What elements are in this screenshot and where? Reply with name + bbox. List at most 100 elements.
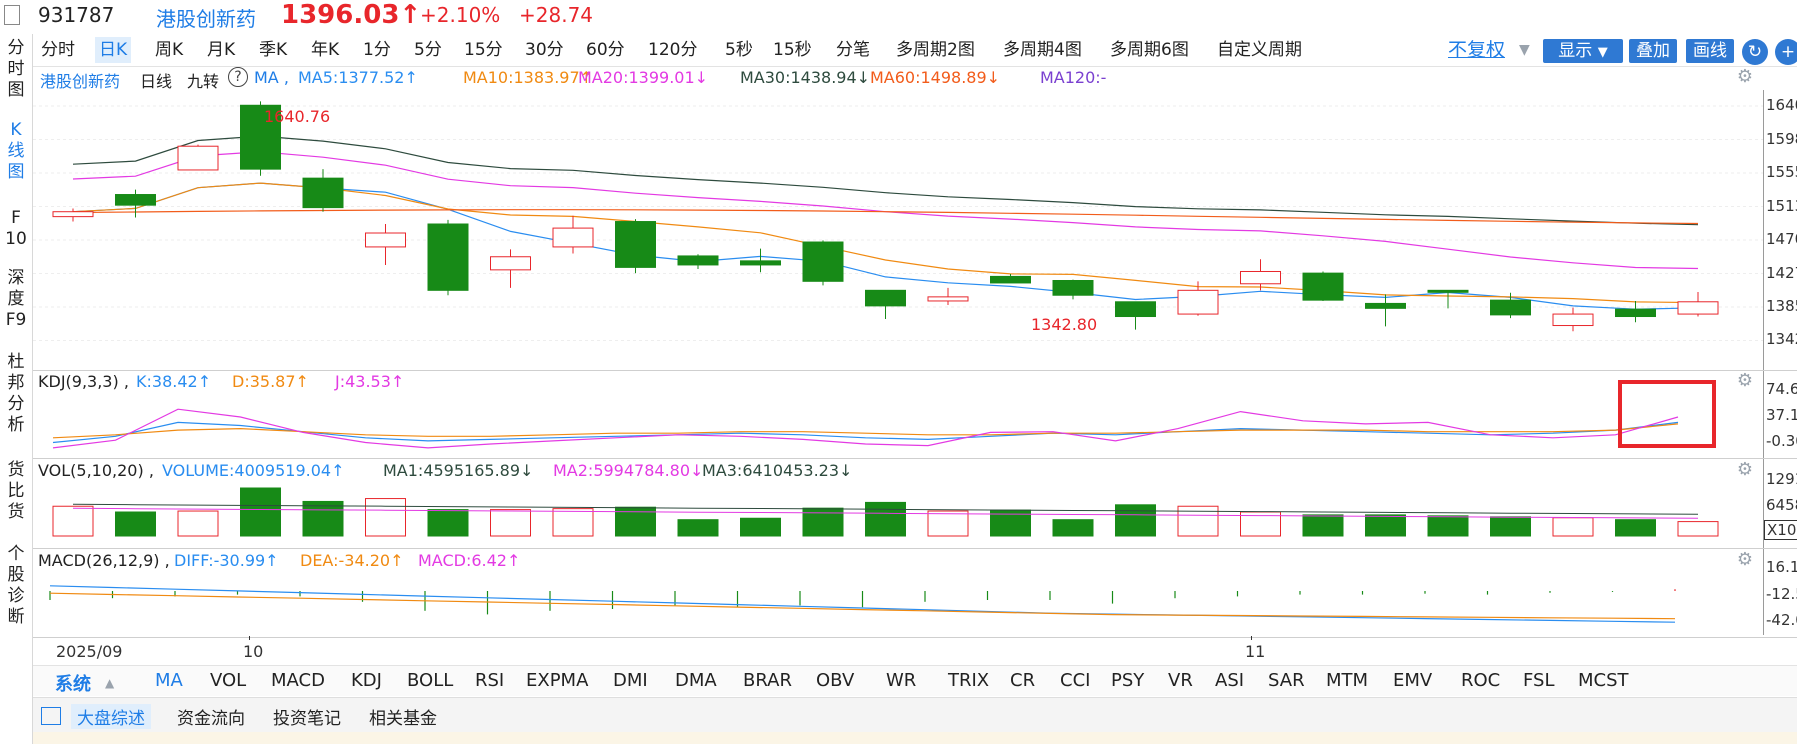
left-sidebar: 分 时 图 K 线 图 F 10 深 度 F9 杜 邦 分 析 货 比 货 个 … — [0, 34, 33, 744]
overlay-button[interactable]: 叠加 — [1629, 39, 1677, 63]
panel-toggle-icon[interactable] — [4, 5, 20, 25]
quote-header: 931787 港股创新药 1396.03↑ +2.10% +28.74 — [0, 0, 1797, 32]
date-axis: 2025/09 10 11 — [33, 636, 1763, 664]
indicator-sar[interactable]: SAR — [1268, 670, 1305, 691]
indicator-macd[interactable]: MACD — [271, 670, 325, 691]
tab-fund-flow[interactable]: 资金流向 — [177, 709, 245, 729]
tab-related-funds[interactable]: 相关基金 — [369, 709, 437, 729]
kdj-d: D:35.87↑ — [232, 372, 309, 391]
tab-weekly-k[interactable]: 周K — [155, 40, 184, 60]
candle-body — [1615, 308, 1656, 318]
sidebar-item-label: 杜 邦 分 析 — [7, 352, 25, 435]
volume-bar — [1052, 519, 1094, 537]
plus-icon[interactable]: + — [1775, 39, 1797, 65]
indicator-vr[interactable]: VR — [1168, 670, 1193, 691]
tab-multi-2[interactable]: 多周期2图 — [896, 40, 975, 60]
indicator-psy[interactable]: PSY — [1111, 670, 1145, 691]
sidebar-item-label: F 10 — [5, 208, 27, 249]
sidebar-item-f9[interactable]: 深 度 F9 — [0, 268, 32, 331]
sidebar-item-kline[interactable]: K 线 图 — [0, 120, 32, 183]
tab-5min[interactable]: 5分 — [414, 40, 442, 60]
indicator-obv[interactable]: OBV — [816, 670, 855, 691]
axis-tick: -0.30 — [1766, 432, 1797, 450]
volume-chart[interactable] — [33, 482, 1763, 538]
refresh-icon[interactable]: ↻ — [1742, 39, 1768, 65]
legend-ma[interactable]: MA , — [254, 68, 289, 87]
tab-investment-notes[interactable]: 投资笔记 — [273, 709, 341, 729]
help-icon[interactable]: ? — [228, 67, 248, 87]
indicator-dma[interactable]: DMA — [675, 670, 717, 691]
show-button[interactable]: 显示 ▼ — [1543, 39, 1623, 63]
kdj-name[interactable]: KDJ(9,3,3) , — [38, 372, 129, 391]
indicator-wr[interactable]: WR — [886, 670, 917, 691]
caret-up-icon[interactable]: ▲ — [105, 676, 115, 690]
tab-quarterly-k[interactable]: 季K — [259, 40, 288, 60]
axis-tick: 1342 — [1766, 330, 1797, 348]
show-button-label: 显示 — [1558, 41, 1593, 61]
tab-daily-k[interactable]: 日K — [95, 37, 132, 63]
volume-bar — [1490, 516, 1531, 537]
draw-line-button[interactable]: 画线 — [1686, 39, 1734, 63]
volume-bar — [1552, 517, 1594, 537]
tab-5sec[interactable]: 5秒 — [725, 40, 753, 60]
vol-name[interactable]: VOL(5,10,20) , — [38, 461, 154, 480]
ma5-line — [72, 182, 1699, 310]
tab-yearly-k[interactable]: 年K — [311, 40, 340, 60]
candle-body — [52, 211, 94, 218]
indicator-asi[interactable]: ASI — [1215, 670, 1245, 691]
candle-body — [177, 145, 219, 171]
chevron-down-icon[interactable]: ▼ — [1519, 42, 1530, 58]
indicator-vol[interactable]: VOL — [210, 670, 247, 691]
tab-15sec[interactable]: 15秒 — [773, 40, 812, 60]
tab-120min[interactable]: 120分 — [648, 40, 698, 60]
indicator-cr[interactable]: CR — [1010, 670, 1036, 691]
gear-icon[interactable]: ⚙ — [1736, 459, 1754, 480]
tab-30min[interactable]: 30分 — [525, 40, 564, 60]
macd-diff: DIFF:-30.99↑ — [174, 551, 279, 570]
tab-timeshare[interactable]: 分时 — [41, 40, 75, 60]
sidebar-item-f10[interactable]: F 10 — [0, 208, 32, 250]
tab-15min[interactable]: 15分 — [464, 40, 503, 60]
kdj-chart[interactable] — [33, 392, 1763, 457]
indicator-boll[interactable]: BOLL — [407, 670, 454, 691]
indicator-dmi[interactable]: DMI — [613, 670, 648, 691]
fuquan-select[interactable]: 不复权 — [1448, 39, 1506, 61]
vol-ma2-line — [72, 507, 1699, 519]
tab-tick[interactable]: 分笔 — [836, 40, 870, 60]
indicator-system[interactable]: 系统 — [55, 674, 91, 695]
sidebar-item-diagnosis[interactable]: 个 股 诊 断 — [0, 544, 32, 628]
stock-name[interactable]: 港股创新药 — [156, 7, 256, 31]
legend-jiuzhuan[interactable]: 九转 — [187, 72, 220, 91]
tab-1min[interactable]: 1分 — [363, 40, 391, 60]
tab-monthly-k[interactable]: 月K — [207, 40, 236, 60]
gear-icon[interactable]: ⚙ — [1736, 66, 1754, 87]
candle-body — [677, 255, 719, 266]
indicator-kdj[interactable]: KDJ — [351, 670, 382, 691]
sidebar-item-timeshare[interactable]: 分 时 图 — [0, 38, 32, 101]
gear-icon[interactable]: ⚙ — [1736, 370, 1754, 391]
candlestick-chart[interactable] — [33, 90, 1763, 370]
macd-chart[interactable] — [33, 571, 1763, 636]
tab-multi-6[interactable]: 多周期6图 — [1110, 40, 1189, 60]
indicator-emv[interactable]: EMV — [1393, 670, 1433, 691]
indicator-mtm[interactable]: MTM — [1326, 670, 1369, 691]
sidebar-item-dupont[interactable]: 杜 邦 分 析 — [0, 352, 32, 436]
tab-custom-period[interactable]: 自定义周期 — [1217, 40, 1302, 60]
indicator-fsl[interactable]: FSL — [1523, 670, 1555, 691]
panel-collapse-icon[interactable] — [41, 707, 61, 725]
tab-60min[interactable]: 60分 — [586, 40, 625, 60]
sidebar-item-compare[interactable]: 货 比 货 — [0, 460, 32, 523]
gear-icon[interactable]: ⚙ — [1736, 549, 1754, 570]
tab-multi-4[interactable]: 多周期4图 — [1003, 40, 1082, 60]
indicator-roc[interactable]: ROC — [1461, 670, 1501, 691]
indicator-rsi[interactable]: RSI — [475, 670, 505, 691]
indicator-cci[interactable]: CCI — [1060, 670, 1091, 691]
indicator-mcst[interactable]: MCST — [1578, 670, 1629, 691]
indicator-ma[interactable]: MA — [155, 670, 183, 691]
axis-tick: 1470 — [1766, 230, 1797, 248]
indicator-trix[interactable]: TRIX — [948, 670, 990, 691]
tab-market-overview[interactable]: 大盘综述 — [71, 704, 151, 729]
macd-name[interactable]: MACD(26,12,9) , — [38, 551, 170, 570]
indicator-expma[interactable]: EXPMA — [526, 670, 589, 691]
indicator-brar[interactable]: BRAR — [743, 670, 792, 691]
